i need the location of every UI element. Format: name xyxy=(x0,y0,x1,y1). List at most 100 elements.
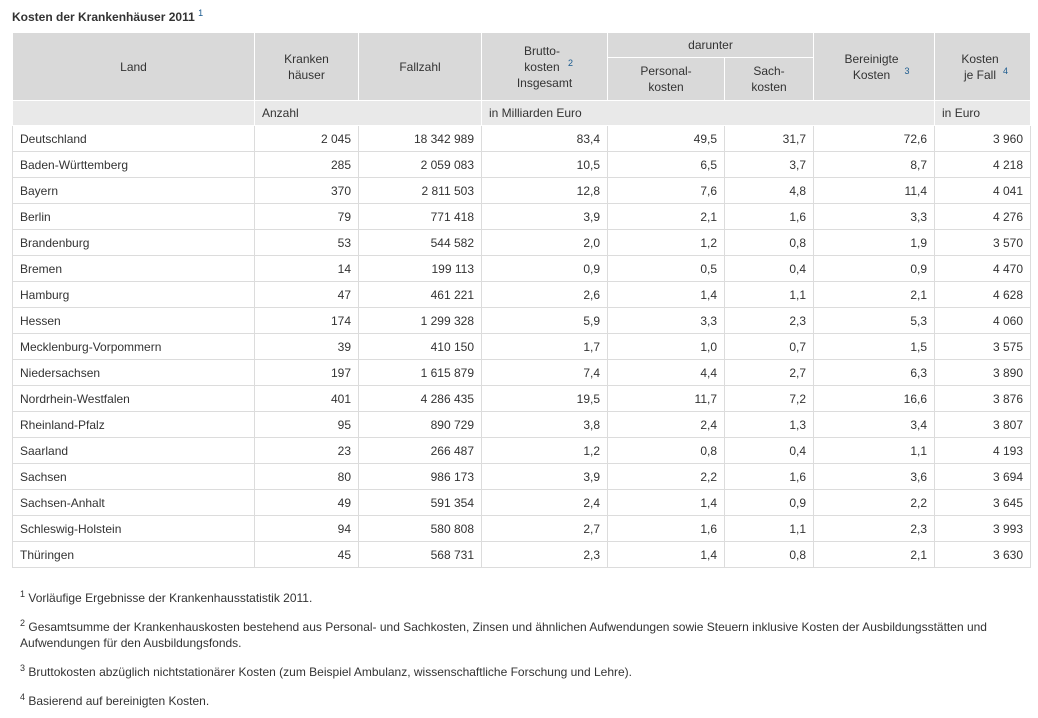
cell-bereinigte-kosten: 16,6 xyxy=(813,385,936,412)
header-bruttokosten: Brutto- kosten 2 Insgesamt xyxy=(481,32,608,101)
cell-land: Sachsen xyxy=(12,463,255,490)
cell-bereinigte-kosten: 3,3 xyxy=(813,203,936,230)
cell-fallzahl: 4 286 435 xyxy=(358,385,482,412)
cell-kosten-je-fall: 3 694 xyxy=(934,463,1032,490)
cell-personalkosten: 7,6 xyxy=(607,177,725,204)
cell-bruttokosten: 0,9 xyxy=(481,255,608,282)
cell-sachkosten: 2,3 xyxy=(723,307,815,334)
title-footnote-ref[interactable]: 1 xyxy=(198,8,204,18)
footnote: 1 Vorläufige Ergebnisse der Krankenhauss… xyxy=(20,586,1020,606)
cell-bereinigte-kosten: 3,4 xyxy=(813,411,936,438)
cell-krankenhaeuser: 370 xyxy=(254,177,359,204)
footnote-text: Basierend auf bereinigten Kosten. xyxy=(28,694,210,708)
cell-land: Berlin xyxy=(12,203,255,230)
cell-bereinigte-kosten: 2,3 xyxy=(813,515,936,542)
footnote: 4 Basierend auf bereinigten Kosten. xyxy=(20,689,1020,709)
cell-fallzahl: 580 808 xyxy=(358,515,482,542)
table-row: Sachsen 80 986 173 3,9 2,2 1,6 3,6 3 694 xyxy=(12,463,1032,490)
units-empty xyxy=(12,100,255,126)
cell-personalkosten: 0,8 xyxy=(607,437,725,464)
cell-fallzahl: 266 487 xyxy=(358,437,482,464)
header-land: Land xyxy=(12,32,255,101)
cell-land: Rheinland-Pfalz xyxy=(12,411,255,438)
cell-kosten-je-fall: 3 890 xyxy=(934,359,1032,386)
table-row: Niedersachsen 197 1 615 879 7,4 4,4 2,7 6,3 3 8… xyxy=(12,359,1032,386)
cell-personalkosten: 2,1 xyxy=(607,203,725,230)
cell-sachkosten: 4,8 xyxy=(723,177,815,204)
cell-fallzahl: 2 059 083 xyxy=(358,151,482,178)
cell-kosten-je-fall: 3 630 xyxy=(934,541,1032,568)
cell-sachkosten: 1,1 xyxy=(723,281,815,308)
header-bereinigte-kosten: Bereinigte Kosten 3 xyxy=(813,32,936,101)
cell-sachkosten: 7,2 xyxy=(723,385,815,412)
cell-sachkosten: 0,8 xyxy=(723,541,815,568)
cell-bruttokosten: 2,7 xyxy=(481,515,608,542)
cell-kosten-je-fall: 3 645 xyxy=(934,489,1032,516)
cell-kosten-je-fall: 4 628 xyxy=(934,281,1032,308)
footnote-number: 3 xyxy=(20,663,26,673)
units-euro: in Euro xyxy=(934,100,1032,126)
cell-sachkosten: 1,3 xyxy=(723,411,815,438)
table-row: Hessen 174 1 299 328 5,9 3,3 2,3 5,3 4 060 xyxy=(12,307,1032,334)
cell-land: Brandenburg xyxy=(12,229,255,256)
cell-bereinigte-kosten: 6,3 xyxy=(813,359,936,386)
cell-fallzahl: 1 299 328 xyxy=(358,307,482,334)
footnote: 3 Bruttokosten abzüglich nichtstationäre… xyxy=(20,660,1020,680)
table-row: Baden-Württemberg 285 2 059 083 10,5 6,5 3,7 8… xyxy=(12,151,1032,178)
cell-sachkosten: 3,7 xyxy=(723,151,815,178)
cell-land: Saarland xyxy=(12,437,255,464)
cell-land: Deutschland xyxy=(12,125,255,152)
footnote-number: 4 xyxy=(20,692,26,702)
cell-bruttokosten: 10,5 xyxy=(481,151,608,178)
cell-personalkosten: 1,2 xyxy=(607,229,725,256)
cell-bruttokosten: 5,9 xyxy=(481,307,608,334)
cell-krankenhaeuser: 401 xyxy=(254,385,359,412)
header-brutto-footnote-ref[interactable]: 2 xyxy=(567,57,573,68)
cell-bruttokosten: 1,7 xyxy=(481,333,608,360)
table-row: Brandenburg 53 544 582 2,0 1,2 0,8 1,9 3 570 xyxy=(12,229,1032,256)
cell-land: Bremen xyxy=(12,255,255,282)
cell-personalkosten: 6,5 xyxy=(607,151,725,178)
cell-krankenhaeuser: 53 xyxy=(254,229,359,256)
cell-kosten-je-fall: 3 570 xyxy=(934,229,1032,256)
cell-krankenhaeuser: 2 045 xyxy=(254,125,359,152)
cell-bereinigte-kosten: 0,9 xyxy=(813,255,936,282)
cell-krankenhaeuser: 285 xyxy=(254,151,359,178)
cell-krankenhaeuser: 23 xyxy=(254,437,359,464)
cell-kosten-je-fall: 3 960 xyxy=(934,125,1032,152)
cell-personalkosten: 1,4 xyxy=(607,489,725,516)
cell-fallzahl: 544 582 xyxy=(358,229,482,256)
cell-sachkosten: 1,1 xyxy=(723,515,815,542)
table-row: Hamburg 47 461 221 2,6 1,4 1,1 2,1 4 628 xyxy=(12,281,1032,308)
cell-bruttokosten: 83,4 xyxy=(481,125,608,152)
header-kosten-fall-footnote-ref[interactable]: 4 xyxy=(1003,65,1009,76)
cell-bereinigte-kosten: 2,1 xyxy=(813,281,936,308)
table-row: Saarland 23 266 487 1,2 0,8 0,4 1,1 4 193 xyxy=(12,437,1032,464)
cell-sachkosten: 0,7 xyxy=(723,333,815,360)
header-krankenhaeuser: Kranken häuser xyxy=(254,32,359,101)
cell-bereinigte-kosten: 1,9 xyxy=(813,229,936,256)
cell-bruttokosten: 2,0 xyxy=(481,229,608,256)
cell-bereinigte-kosten: 2,2 xyxy=(813,489,936,516)
cell-sachkosten: 0,4 xyxy=(723,437,815,464)
cell-bruttokosten: 19,5 xyxy=(481,385,608,412)
cell-land: Schleswig-Holstein xyxy=(12,515,255,542)
cell-sachkosten: 0,8 xyxy=(723,229,815,256)
cell-bruttokosten: 2,6 xyxy=(481,281,608,308)
header-bereinigte-footnote-ref[interactable]: 3 xyxy=(904,65,910,76)
table-row: Thüringen 45 568 731 2,3 1,4 0,8 2,1 3 630 xyxy=(12,541,1032,568)
cell-personalkosten: 4,4 xyxy=(607,359,725,386)
cell-kosten-je-fall: 3 575 xyxy=(934,333,1032,360)
cell-personalkosten: 2,4 xyxy=(607,411,725,438)
cell-bruttokosten: 3,8 xyxy=(481,411,608,438)
table-row: Sachsen-Anhalt 49 591 354 2,4 1,4 0,9 2,2 3 645 xyxy=(12,489,1032,516)
header-brutto-sub: Insgesamt xyxy=(516,75,573,90)
cell-kosten-je-fall: 3 876 xyxy=(934,385,1032,412)
header-darunter: darunter xyxy=(606,32,815,58)
cell-bereinigte-kosten: 1,1 xyxy=(813,437,936,464)
cell-bruttokosten: 3,9 xyxy=(481,203,608,230)
cell-krankenhaeuser: 95 xyxy=(254,411,359,438)
cell-kosten-je-fall: 4 218 xyxy=(934,151,1032,178)
cell-bereinigte-kosten: 72,6 xyxy=(813,125,936,152)
cell-krankenhaeuser: 14 xyxy=(254,255,359,282)
